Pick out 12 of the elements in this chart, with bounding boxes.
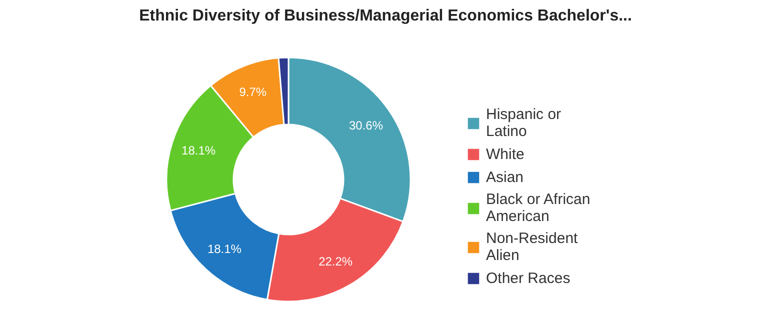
data-label: 30.6% <box>348 118 384 132</box>
legend-label: Black or African American <box>486 191 590 225</box>
legend-label: Other Races <box>486 269 570 287</box>
legend-label: Hispanic or Latino <box>486 106 562 140</box>
legend-label: Non-Resident Alien <box>486 230 578 264</box>
data-label: 22.2% <box>318 254 353 268</box>
legend-label: White <box>486 145 524 163</box>
chart-title: Ethnic Diversity of Business/Managerial Economics Bachelor's... <box>139 8 632 24</box>
data-label: 9.7% <box>239 84 267 99</box>
data-label: 18.1% <box>182 144 216 158</box>
legend-label: Asian <box>486 168 524 186</box>
data-label: 18.1% <box>207 242 242 256</box>
